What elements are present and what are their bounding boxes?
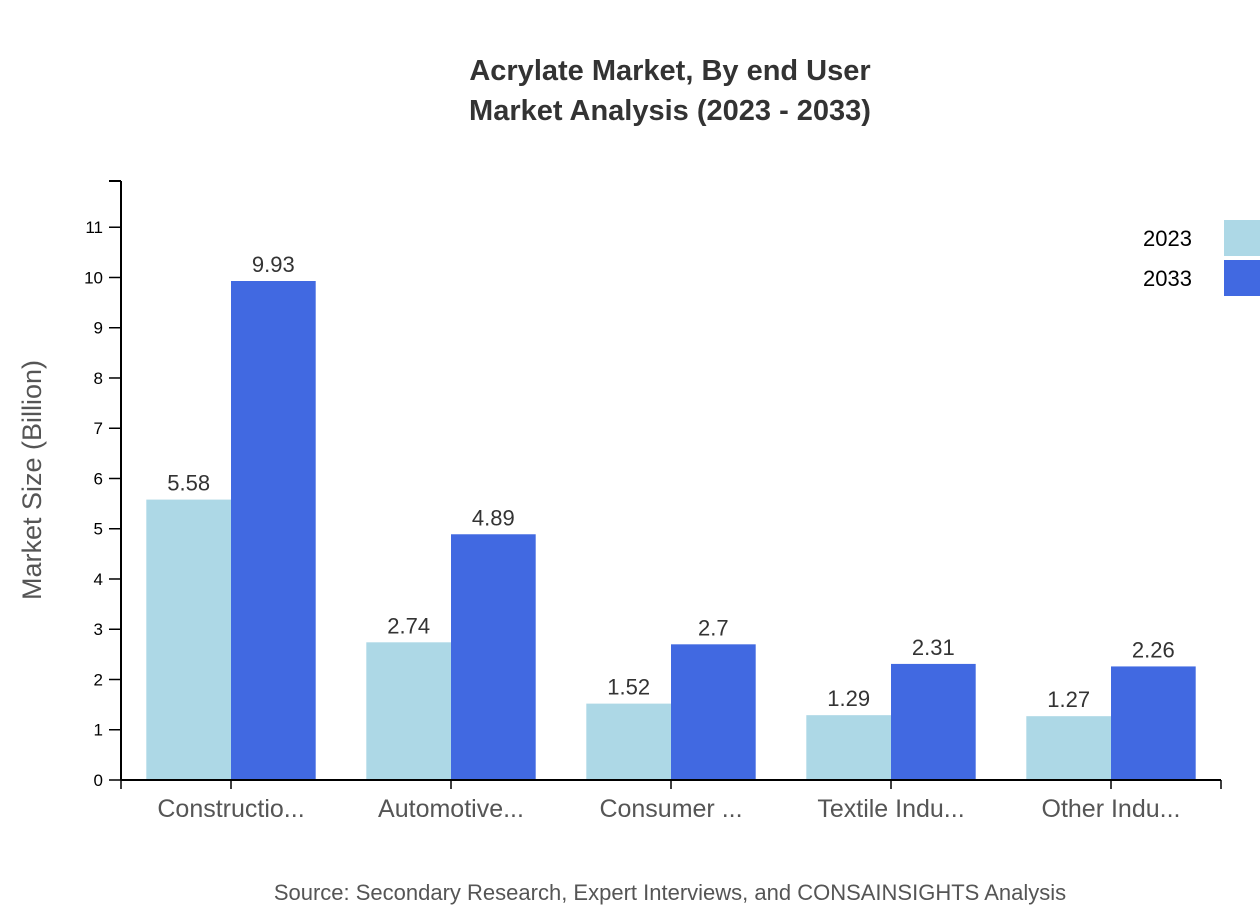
y-tick-label: 4 [94,570,103,589]
bar-2033-2 [671,644,756,780]
data-label: 2.7 [698,615,729,640]
bar-2033-0 [231,281,316,780]
y-axis-label: Market Size (Billion) [17,360,47,600]
y-tick-label: 7 [94,419,103,438]
y-tick-label: 6 [94,469,103,488]
y-tick-label: 11 [85,218,103,237]
bar-2023-2 [586,703,671,780]
legend-swatch-2033 [1224,260,1260,296]
y-tick-label: 5 [94,520,103,539]
y-tick-label: 10 [84,268,103,287]
x-tick-label: Consumer ... [599,795,742,823]
bar-2023-0 [146,499,231,780]
data-label: 1.27 [1047,687,1090,712]
y-tick-label: 2 [94,670,103,689]
bar-2023-4 [1026,716,1111,780]
legend: 2023 2033 [1143,220,1260,296]
y-tick-label: 8 [94,369,103,388]
data-label: 2.31 [912,635,955,660]
x-tick-label: Textile Indu... [817,795,964,823]
legend-label: 2023 [1143,226,1192,251]
bar-2033-4 [1111,666,1196,780]
x-tick-label: Other Indu... [1042,795,1181,823]
bar-2023-3 [806,715,891,780]
y-tick-label: 0 [94,771,103,790]
chart-title-line-1: Acrylate Market, By end User [469,55,870,87]
y-tick-label: 9 [94,319,103,338]
x-tick-label: Constructio... [157,795,304,823]
plot-area: 5.589.93Constructio...2.744.89Automotive… [84,180,1222,823]
legend-swatch-2023 [1224,220,1260,256]
chart-title-line-2: Market Analysis (2023 - 2033) [469,95,871,127]
bar-2023-1 [366,642,451,780]
data-label: 5.58 [167,471,210,496]
data-label: 2.74 [387,613,430,638]
y-tick-label: 1 [94,721,103,740]
data-label: 1.52 [607,675,650,700]
source-note: Source: Secondary Research, Expert Inter… [274,880,1066,905]
data-label: 2.26 [1132,637,1175,662]
y-tick-label: 3 [94,620,103,639]
legend-label: 2033 [1143,266,1192,291]
bar-2033-3 [891,663,976,780]
data-label: 4.89 [472,505,515,530]
bar-2033-1 [451,534,536,780]
data-label: 9.93 [252,252,295,277]
x-tick-label: Automotive... [378,795,524,823]
data-label: 1.29 [827,686,870,711]
